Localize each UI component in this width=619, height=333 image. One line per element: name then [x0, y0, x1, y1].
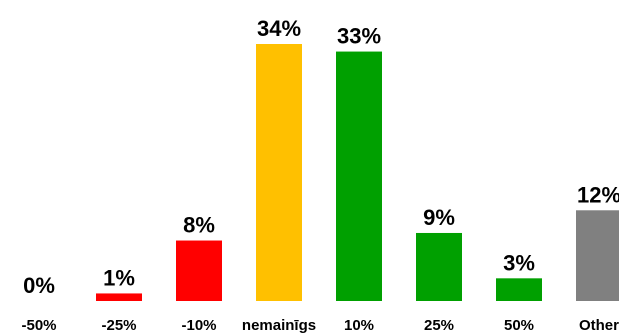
- bar-3: [256, 44, 302, 301]
- value-label-6: 3%: [503, 250, 535, 275]
- value-label-2: 8%: [183, 213, 215, 238]
- value-label-1: 1%: [103, 265, 135, 290]
- category-label-0: -50%: [21, 317, 56, 333]
- category-label-2: -10%: [181, 317, 216, 333]
- category-label-7: Other: [579, 317, 619, 333]
- category-label-1: -25%: [101, 317, 136, 333]
- value-label-3: 34%: [257, 16, 301, 41]
- value-label-0: 0%: [23, 273, 55, 298]
- bar-5: [416, 232, 462, 301]
- bar-2: [176, 240, 222, 301]
- value-label-7: 12%: [577, 182, 619, 207]
- category-label-6: 50%: [504, 317, 534, 333]
- bar-4: [336, 51, 382, 302]
- category-label-4: 10%: [344, 317, 374, 333]
- value-label-5: 9%: [423, 205, 455, 230]
- value-label-4: 33%: [337, 24, 381, 49]
- category-label-5: 25%: [424, 317, 454, 333]
- category-label-3: nemainīgs: [242, 317, 316, 333]
- bar-6: [496, 278, 542, 301]
- bar-1: [96, 293, 142, 301]
- bars-group: [96, 44, 619, 302]
- category-labels-group: -50% -25% -10% nemainīgs 10% 25% 50% Other: [21, 317, 619, 333]
- bar-7: [576, 210, 619, 301]
- value-labels-group: 0% 1% 8% 34% 33% 9% 3% 12%: [23, 16, 619, 298]
